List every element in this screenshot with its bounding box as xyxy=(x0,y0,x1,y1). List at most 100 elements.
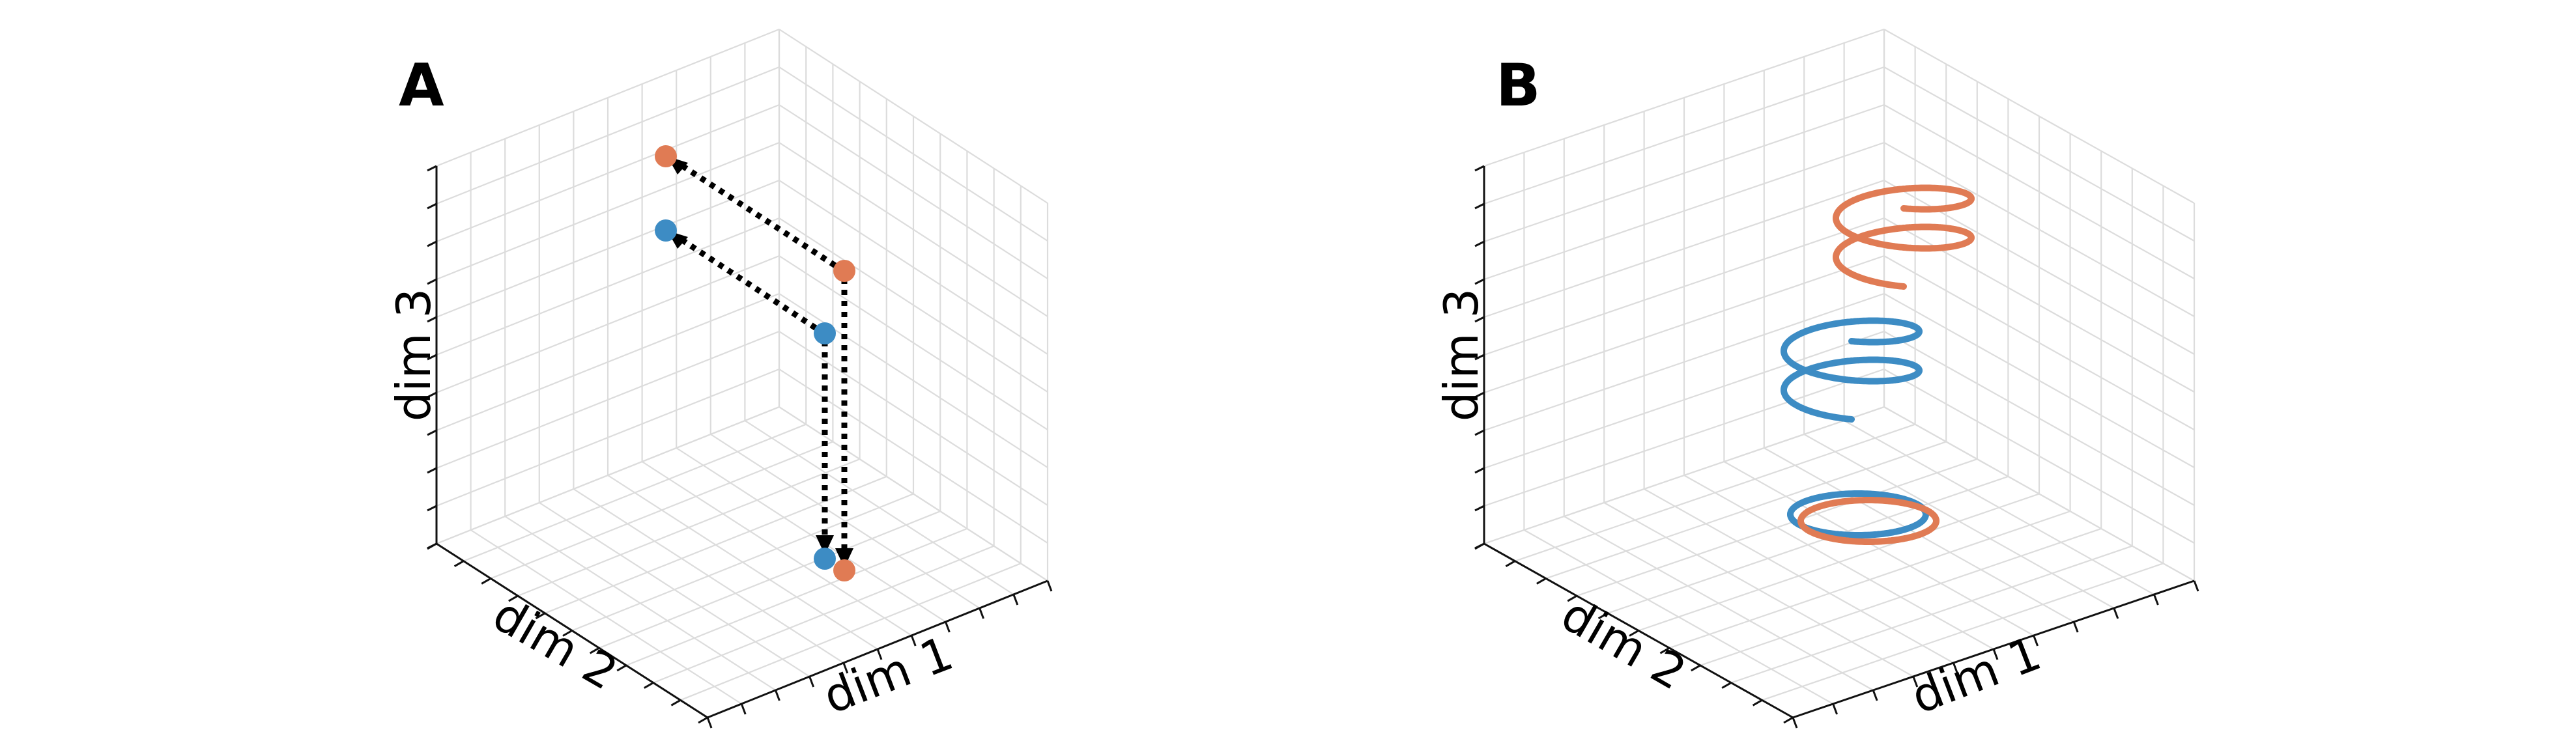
grid-line xyxy=(436,104,780,243)
tick xyxy=(427,467,437,474)
panel-a-ticks xyxy=(427,165,1053,729)
tick xyxy=(427,505,437,512)
grid-line xyxy=(436,28,780,167)
panel-b-grid xyxy=(1483,28,2196,719)
grid-line xyxy=(1483,28,1885,167)
arrowhead-blue-floor xyxy=(816,535,834,555)
tick xyxy=(698,716,708,724)
tick xyxy=(1792,717,1798,729)
panel-a-xlabel: dim 1 xyxy=(816,626,960,725)
tick xyxy=(1012,594,1019,606)
tick xyxy=(1912,676,1919,688)
tick xyxy=(1474,316,1485,323)
tick xyxy=(1505,560,1516,568)
tick xyxy=(842,662,849,674)
tick xyxy=(1474,165,1485,172)
tick xyxy=(809,676,815,688)
panel-b-helices xyxy=(1781,184,1975,545)
grid-line xyxy=(779,255,1048,430)
tick xyxy=(2193,580,2199,592)
grid-line xyxy=(779,66,1048,242)
tick xyxy=(1474,278,1485,285)
tick xyxy=(427,278,437,285)
grid-line xyxy=(1883,406,2195,581)
grid-line xyxy=(744,420,1014,595)
tick xyxy=(427,429,437,436)
grid-line xyxy=(436,255,780,394)
projection-orange-floor xyxy=(1797,497,1939,545)
panel-a-ylabel: dim 2 xyxy=(484,587,627,701)
grid-line xyxy=(573,488,844,663)
tick xyxy=(1832,703,1839,715)
point-orange-mid xyxy=(833,260,855,282)
tick xyxy=(910,635,917,647)
panel-a-axes xyxy=(427,165,1053,729)
grid-line xyxy=(1723,461,2035,636)
helix-orange xyxy=(1833,184,1975,290)
tick xyxy=(1474,202,1485,210)
panel-a-zlabel: dim 3 xyxy=(386,288,441,422)
tick xyxy=(453,560,465,568)
grid-line xyxy=(1483,104,1885,243)
grid-line xyxy=(436,66,780,205)
tick xyxy=(427,542,437,550)
panel-a-grid xyxy=(435,28,1049,719)
grid-line xyxy=(436,217,780,356)
tick xyxy=(1992,649,1999,660)
grid-line xyxy=(1883,369,2195,544)
tick xyxy=(562,630,573,637)
panel-b-axes xyxy=(1474,165,2199,729)
tick xyxy=(481,578,491,585)
grid-line xyxy=(1483,217,1885,356)
tick xyxy=(644,682,654,689)
grid-line xyxy=(779,142,1048,317)
tick xyxy=(427,316,437,323)
grid-line xyxy=(436,141,780,281)
grid-line xyxy=(642,461,912,636)
grid-line xyxy=(1564,516,1874,691)
tick xyxy=(1474,240,1485,247)
grid-line xyxy=(779,180,1048,355)
grid-line xyxy=(436,330,780,469)
grid-line xyxy=(1683,475,1994,650)
panel-b-xlabel: dim 1 xyxy=(1904,626,2048,725)
tick xyxy=(1536,578,1547,585)
grid-line xyxy=(470,529,742,705)
grid-line xyxy=(676,447,946,622)
tick xyxy=(1691,664,1701,672)
tick xyxy=(670,699,681,706)
tick xyxy=(979,607,985,619)
tick xyxy=(1783,716,1794,724)
grid-line xyxy=(1883,331,2195,506)
tick xyxy=(1474,542,1485,550)
tick xyxy=(1474,354,1485,361)
tick xyxy=(1474,505,1485,512)
tick xyxy=(876,649,883,660)
tick xyxy=(1872,690,1878,701)
tick xyxy=(427,165,437,172)
tick xyxy=(774,690,780,701)
tick xyxy=(1567,594,1577,602)
panel-b: B dim 3 dim 2 dim 1 xyxy=(1434,28,2199,729)
tick xyxy=(706,717,713,729)
tick xyxy=(1046,580,1053,592)
grid-line xyxy=(1644,488,1954,663)
grid-line xyxy=(1883,104,2195,279)
grid-line xyxy=(1883,142,2195,317)
grid-line xyxy=(436,368,780,507)
grid-line xyxy=(1603,502,1914,677)
panel-a-points xyxy=(655,145,855,581)
grid-line xyxy=(779,406,1048,581)
panel-a-label: A xyxy=(399,51,444,120)
tick xyxy=(427,391,437,398)
grid-line xyxy=(539,502,810,677)
tick xyxy=(1721,682,1732,689)
tick xyxy=(2033,635,2039,647)
grid-line xyxy=(1483,179,1885,318)
tick xyxy=(944,621,951,633)
projection-blue-floor xyxy=(1787,490,1929,538)
tick xyxy=(2113,607,2119,619)
tick xyxy=(589,647,600,654)
grid-line xyxy=(607,475,878,650)
